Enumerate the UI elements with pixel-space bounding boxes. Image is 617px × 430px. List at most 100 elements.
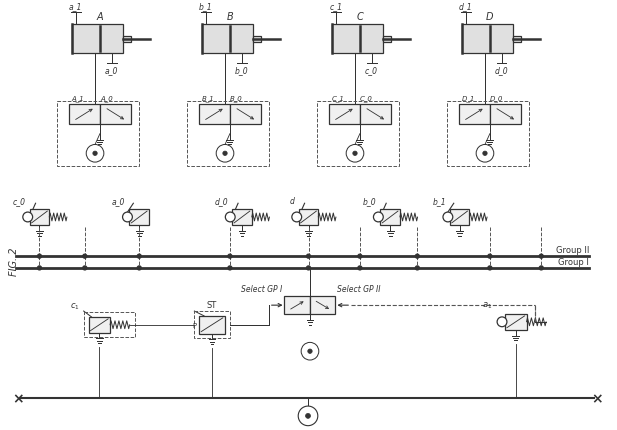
Text: d_0: d_0 <box>215 197 228 206</box>
Circle shape <box>137 266 141 270</box>
Bar <box>328 105 360 125</box>
Text: C_1: C_1 <box>332 95 344 102</box>
Circle shape <box>298 406 318 426</box>
Bar <box>490 105 521 125</box>
Bar <box>513 37 521 43</box>
Text: D_1: D_1 <box>462 95 475 102</box>
Text: b_1: b_1 <box>433 197 446 206</box>
Bar <box>194 311 230 339</box>
Circle shape <box>308 349 312 353</box>
Circle shape <box>305 414 310 418</box>
Bar <box>360 105 391 125</box>
Text: A: A <box>97 12 103 22</box>
Circle shape <box>93 152 97 156</box>
Circle shape <box>228 266 232 270</box>
Bar <box>202 25 253 54</box>
Bar <box>100 105 131 125</box>
Text: b_1: b_1 <box>199 2 213 11</box>
Text: ×: × <box>12 391 24 405</box>
Bar <box>30 210 49 225</box>
Circle shape <box>373 212 383 222</box>
Text: C: C <box>357 12 363 22</box>
Text: P: P <box>192 322 196 328</box>
Bar <box>199 105 230 125</box>
Circle shape <box>301 343 319 360</box>
Text: $a_1$: $a_1$ <box>482 300 492 310</box>
Text: B_1: B_1 <box>202 95 215 102</box>
Bar <box>450 210 470 225</box>
Circle shape <box>488 266 492 270</box>
Bar <box>130 210 149 225</box>
Text: ST: ST <box>207 301 217 309</box>
Bar <box>253 37 261 43</box>
Circle shape <box>353 152 357 156</box>
Circle shape <box>307 255 310 258</box>
Bar <box>84 312 135 338</box>
Circle shape <box>83 266 87 270</box>
Bar <box>68 105 100 125</box>
Bar <box>57 102 139 167</box>
Bar <box>299 210 318 225</box>
Bar <box>284 297 310 314</box>
Circle shape <box>23 212 33 222</box>
Circle shape <box>38 255 41 258</box>
Text: b_0: b_0 <box>235 66 249 75</box>
Circle shape <box>38 266 41 270</box>
Text: a_0: a_0 <box>105 66 118 75</box>
Text: c_0: c_0 <box>13 197 26 206</box>
Text: FIG. 2: FIG. 2 <box>9 247 19 276</box>
Text: c_1: c_1 <box>329 2 342 11</box>
Bar <box>332 25 383 54</box>
Bar <box>310 297 336 314</box>
Circle shape <box>497 317 507 327</box>
Text: B: B <box>226 12 233 22</box>
Bar <box>317 102 399 167</box>
Text: a_0: a_0 <box>112 197 125 206</box>
Text: d: d <box>290 197 295 206</box>
Bar <box>88 317 110 333</box>
Circle shape <box>86 145 104 163</box>
Circle shape <box>476 145 494 163</box>
Circle shape <box>443 212 453 222</box>
Bar <box>187 102 269 167</box>
Bar <box>380 210 400 225</box>
Text: d_0: d_0 <box>495 66 508 75</box>
Circle shape <box>223 152 227 156</box>
Circle shape <box>488 255 492 258</box>
Text: A_1: A_1 <box>72 95 85 102</box>
Bar <box>72 25 123 54</box>
Circle shape <box>83 255 87 258</box>
Text: Group II: Group II <box>556 246 589 255</box>
Text: A_0: A_0 <box>100 95 113 102</box>
Bar <box>458 105 490 125</box>
Text: D_0: D_0 <box>490 95 503 102</box>
Text: ×: × <box>591 391 603 405</box>
Bar <box>505 314 526 330</box>
Bar <box>383 37 391 43</box>
Circle shape <box>137 255 141 258</box>
Circle shape <box>292 212 302 222</box>
Circle shape <box>228 255 232 258</box>
Circle shape <box>123 212 133 222</box>
Circle shape <box>307 266 310 270</box>
Bar <box>462 25 513 54</box>
Circle shape <box>358 255 362 258</box>
Text: Select GP I: Select GP I <box>241 285 283 294</box>
Bar <box>123 37 131 43</box>
Bar <box>232 210 252 225</box>
Circle shape <box>539 266 543 270</box>
Text: d_1: d_1 <box>459 2 473 11</box>
Bar <box>230 105 261 125</box>
Circle shape <box>482 152 487 156</box>
Text: D: D <box>486 12 494 22</box>
Text: B_0: B_0 <box>230 95 242 102</box>
Circle shape <box>346 145 364 163</box>
Bar <box>199 316 225 334</box>
Circle shape <box>539 255 543 258</box>
Text: c_0: c_0 <box>365 66 378 75</box>
Circle shape <box>216 145 234 163</box>
Text: Group I: Group I <box>558 258 589 266</box>
Text: b_0: b_0 <box>363 197 376 206</box>
Bar <box>447 102 529 167</box>
Text: Select GP II: Select GP II <box>337 285 381 294</box>
